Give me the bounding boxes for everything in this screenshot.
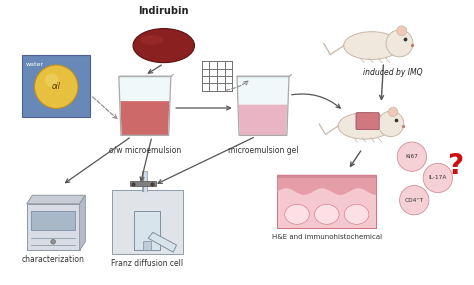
Polygon shape xyxy=(27,195,85,204)
Circle shape xyxy=(51,239,55,244)
Ellipse shape xyxy=(338,113,391,139)
Circle shape xyxy=(35,65,78,109)
Text: oil: oil xyxy=(52,82,61,91)
Ellipse shape xyxy=(140,35,164,45)
Text: induced by IMQ: induced by IMQ xyxy=(363,68,423,77)
Polygon shape xyxy=(148,232,176,252)
FancyBboxPatch shape xyxy=(356,113,379,129)
Circle shape xyxy=(423,163,453,193)
Bar xyxy=(130,181,156,186)
Text: characterization: characterization xyxy=(22,255,84,264)
Text: Ki67: Ki67 xyxy=(405,154,418,159)
Ellipse shape xyxy=(344,32,400,60)
Bar xyxy=(144,241,151,250)
Bar xyxy=(27,204,80,250)
Circle shape xyxy=(400,186,429,215)
Circle shape xyxy=(397,142,427,171)
Circle shape xyxy=(378,111,404,137)
Polygon shape xyxy=(239,105,287,135)
Text: IL-17A: IL-17A xyxy=(428,176,447,180)
Circle shape xyxy=(397,26,407,36)
Polygon shape xyxy=(237,76,289,135)
Text: CD4⁺T: CD4⁺T xyxy=(405,198,424,203)
Bar xyxy=(22,55,91,117)
Ellipse shape xyxy=(285,204,310,224)
Polygon shape xyxy=(119,76,171,135)
Bar xyxy=(200,59,234,92)
Circle shape xyxy=(388,107,398,117)
Polygon shape xyxy=(80,195,85,250)
Circle shape xyxy=(386,30,413,57)
Circle shape xyxy=(45,74,58,87)
Bar xyxy=(112,190,182,254)
Text: H&E and immunohistochemical: H&E and immunohistochemical xyxy=(272,234,382,240)
Bar xyxy=(31,211,75,230)
Text: Franz diffusion cell: Franz diffusion cell xyxy=(111,259,183,268)
Text: ?: ? xyxy=(447,152,464,180)
Text: o/w microemulsion: o/w microemulsion xyxy=(109,146,181,155)
Text: Indirubin: Indirubin xyxy=(138,6,189,16)
Polygon shape xyxy=(120,101,169,135)
Text: microemulsion gel: microemulsion gel xyxy=(228,146,298,155)
Ellipse shape xyxy=(344,204,369,224)
Text: water: water xyxy=(26,62,44,67)
Bar xyxy=(277,175,376,228)
Ellipse shape xyxy=(133,28,194,63)
Bar xyxy=(134,211,160,250)
Ellipse shape xyxy=(315,204,339,224)
